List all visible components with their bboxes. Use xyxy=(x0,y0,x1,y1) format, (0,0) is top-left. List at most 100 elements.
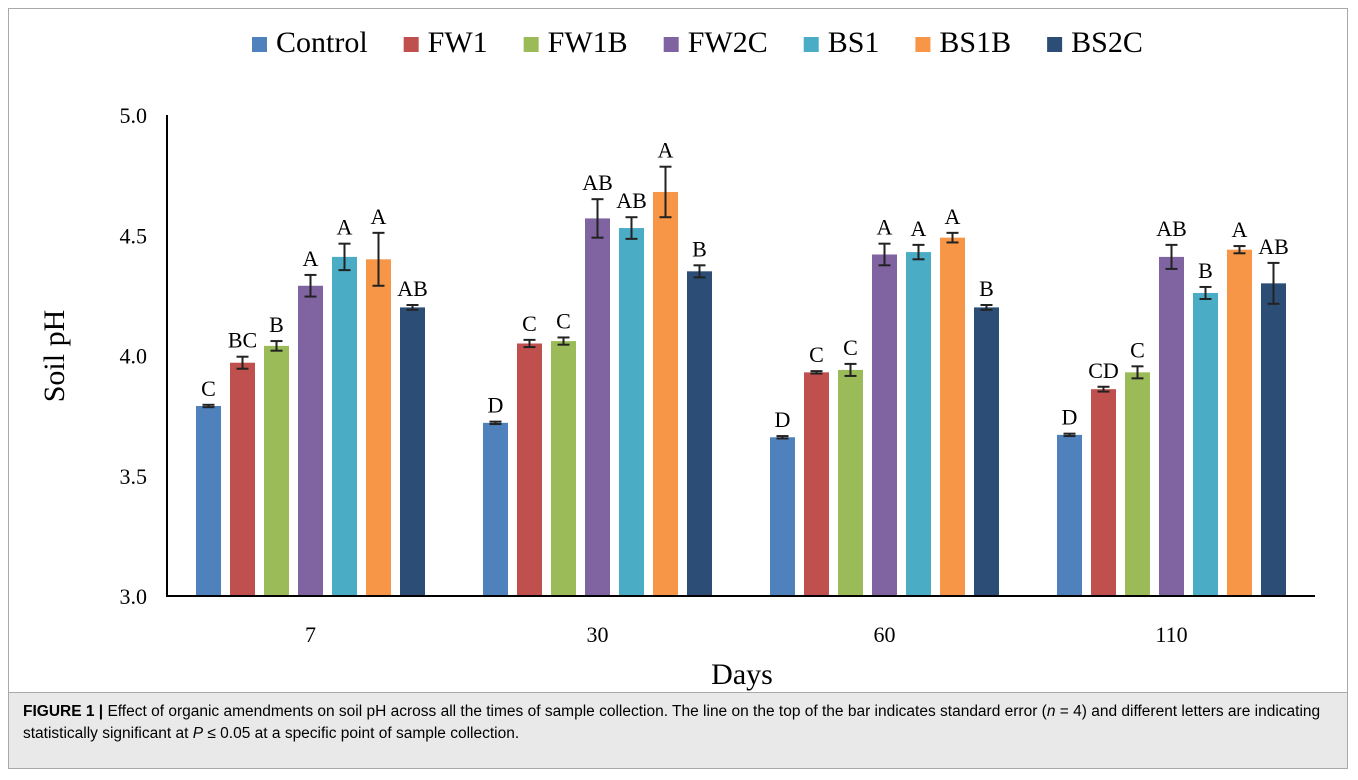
error-bar xyxy=(1199,285,1212,300)
error-bar xyxy=(236,355,249,370)
bar xyxy=(872,254,897,597)
legend-swatch xyxy=(803,37,819,52)
legend-label: FW2C xyxy=(688,26,768,59)
legend-item: FW1 xyxy=(403,26,488,59)
error-bar xyxy=(591,198,604,239)
significance-letter: A xyxy=(877,215,893,240)
bar xyxy=(653,191,678,596)
bar xyxy=(1227,249,1252,596)
bar xyxy=(400,307,425,596)
significance-letter: C xyxy=(201,376,216,401)
bar xyxy=(551,341,576,596)
bar xyxy=(585,218,610,597)
legend-label: BS1B xyxy=(939,26,1011,59)
legend-label: FW1 xyxy=(428,26,488,59)
legend-item: BS1B xyxy=(915,26,1011,59)
caption-p-symbol: P xyxy=(192,725,204,742)
legend-swatch xyxy=(523,37,539,52)
error-bar xyxy=(625,216,638,240)
error-bar xyxy=(1165,243,1178,270)
error-bar xyxy=(810,370,823,375)
error-bar xyxy=(489,420,502,426)
legend-item: FW1B xyxy=(523,26,628,59)
y-tick-label: 4.5 xyxy=(120,223,148,248)
error-bar xyxy=(776,435,789,440)
y-tick-labels: 3.0 3.5 4.0 4.5 5.0 xyxy=(120,103,148,609)
error-bar xyxy=(1233,245,1246,255)
significance-letter: C xyxy=(809,342,824,367)
legend-label: BS2C xyxy=(1071,26,1143,59)
bar xyxy=(366,259,391,596)
x-axis-title: Days xyxy=(711,658,773,691)
bar xyxy=(1091,389,1116,596)
bar xyxy=(940,237,965,596)
y-tick-label: 5.0 xyxy=(120,103,148,128)
bar xyxy=(332,256,357,596)
legend-swatch xyxy=(403,37,419,52)
significance-letter: C xyxy=(1130,337,1145,362)
significance-letter: A xyxy=(337,215,353,240)
legend: Control FW1 FW1B FW2C BS1 BS1B BS2C xyxy=(252,26,1143,59)
error-bar xyxy=(912,243,925,261)
legend-swatch xyxy=(663,37,679,52)
bars xyxy=(196,191,1286,597)
bar xyxy=(517,343,542,596)
bar xyxy=(483,422,508,596)
bar xyxy=(230,362,255,596)
y-tick-label: 3.5 xyxy=(120,464,148,489)
significance-letter: B xyxy=(979,276,994,301)
x-tick-label: 110 xyxy=(1155,622,1187,647)
legend-item: FW2C xyxy=(663,26,768,59)
error-bar xyxy=(338,242,351,272)
error-bar xyxy=(406,303,419,311)
significance-letter: C xyxy=(522,311,537,336)
x-tick-label: 7 xyxy=(305,622,316,647)
bar xyxy=(1057,434,1082,596)
significance-letter: B xyxy=(692,236,707,261)
legend-label: Control xyxy=(276,26,368,59)
error-bar xyxy=(844,362,857,377)
significance-letter: D xyxy=(775,407,791,432)
error-bar xyxy=(557,336,570,346)
significance-letter: BC xyxy=(228,328,257,353)
x-tick-labels: 7 30 60 110 xyxy=(305,622,1188,647)
figure-caption: FIGURE 1 | Effect of organic amendments … xyxy=(8,692,1348,769)
error-bar xyxy=(659,165,672,219)
bar xyxy=(770,437,795,596)
legend-item: Control xyxy=(252,26,368,59)
bar xyxy=(974,307,999,596)
significance-letter: A xyxy=(1232,217,1248,242)
significance-letter: C xyxy=(843,335,858,360)
legend-swatch xyxy=(1047,37,1063,52)
error-bar xyxy=(372,231,385,287)
significance-letter: AB xyxy=(582,170,613,195)
caption-text-part3: ≤ 0.05 at a specific point of sample col… xyxy=(203,725,520,742)
significance-letter: CD xyxy=(1088,358,1119,383)
caption-n-symbol: n xyxy=(1046,703,1056,720)
x-tick-label: 30 xyxy=(587,622,609,647)
legend-swatch xyxy=(915,37,931,52)
error-bars xyxy=(202,165,1280,440)
bar xyxy=(619,228,644,596)
bar xyxy=(804,372,829,596)
significance-letter: A xyxy=(303,246,319,271)
error-bar xyxy=(693,264,706,279)
caption-text-part2: = 4) and different letters are indicatin… xyxy=(23,703,1321,742)
significance-letter: A xyxy=(371,204,387,229)
significance-letter: AB xyxy=(1156,216,1187,241)
bar xyxy=(838,369,863,596)
legend-swatch xyxy=(252,37,267,52)
significance-letter: B xyxy=(1198,258,1213,283)
legend-label: FW1B xyxy=(548,26,628,59)
significance-letter: AB xyxy=(616,188,647,213)
significance-letter: D xyxy=(488,393,504,418)
bar xyxy=(298,285,323,596)
legend-label: BS1 xyxy=(828,26,880,59)
error-bar xyxy=(1063,432,1076,438)
legend-item: BS2C xyxy=(1047,26,1143,59)
caption-label: FIGURE 1 | xyxy=(23,703,104,720)
significance-letter: A xyxy=(658,138,674,163)
caption-text-part1: Effect of organic amendments on soil pH … xyxy=(103,703,1047,720)
error-bar xyxy=(202,403,215,409)
